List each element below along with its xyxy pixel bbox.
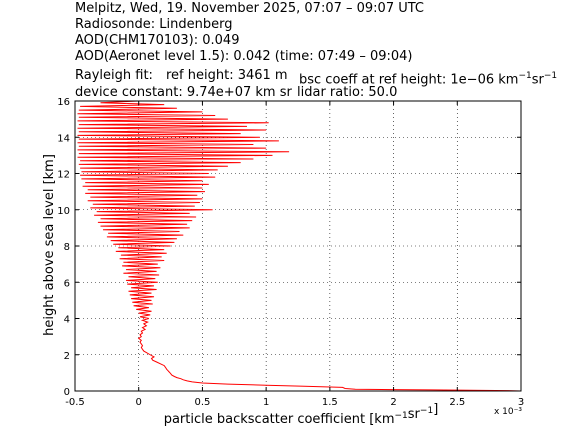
x-tick-label: 0.5 bbox=[194, 397, 210, 408]
y-axis-label: height above sea level [km] bbox=[42, 154, 57, 336]
title-line-4: AOD(Aeronet level 1.5): 0.042 (time: 07:… bbox=[75, 49, 413, 64]
device-constant-label: device constant: 9.74e+07 km sr bbox=[75, 85, 292, 100]
rayleigh-fit-label: Rayleigh fit: bbox=[75, 68, 153, 83]
y-tick-label: 8 bbox=[64, 242, 70, 253]
y-tick-label: 10 bbox=[57, 206, 70, 217]
title-line-1: Melpitz, Wed, 19. November 2025, 07:07 –… bbox=[75, 1, 424, 16]
x-tick-label: -0.5 bbox=[65, 397, 85, 408]
bsc-coeff-label: bsc coeff at ref height: 1e−06 km−1sr−1 bbox=[299, 71, 558, 88]
x-tick-label: 1.5 bbox=[322, 397, 338, 408]
title-line-2: Radiosonde: Lindenberg bbox=[75, 17, 233, 32]
x-tick-label: 0 bbox=[136, 397, 142, 408]
backscatter-profile-line bbox=[77, 100, 522, 392]
y-tick-label: 16 bbox=[57, 97, 70, 108]
ref-height-label: ref height: 3461 m bbox=[166, 68, 288, 83]
y-tick-label: 0 bbox=[64, 387, 70, 398]
y-tick-label: 4 bbox=[64, 315, 70, 326]
y-tick-label: 14 bbox=[57, 133, 70, 144]
x-axis-multiplier: x 10⁻³ bbox=[494, 407, 522, 417]
title-line-3: AOD(CHM170103): 0.049 bbox=[75, 33, 240, 48]
y-tick-label: 12 bbox=[57, 170, 70, 181]
axes bbox=[74, 100, 522, 392]
y-tick-label: 2 bbox=[64, 351, 70, 362]
x-tick-label: 2.5 bbox=[449, 397, 465, 408]
x-tick-label: 2 bbox=[390, 397, 396, 408]
x-tick-label: 3 bbox=[518, 397, 524, 408]
lidar-ratio-label: lidar ratio: 50.0 bbox=[297, 85, 398, 100]
x-tick-label: 1 bbox=[263, 397, 269, 408]
plot-area bbox=[77, 100, 522, 392]
x-axis-label: particle backscatter coefficient [km−1sr… bbox=[164, 402, 439, 427]
y-tick-label: 6 bbox=[64, 278, 70, 289]
